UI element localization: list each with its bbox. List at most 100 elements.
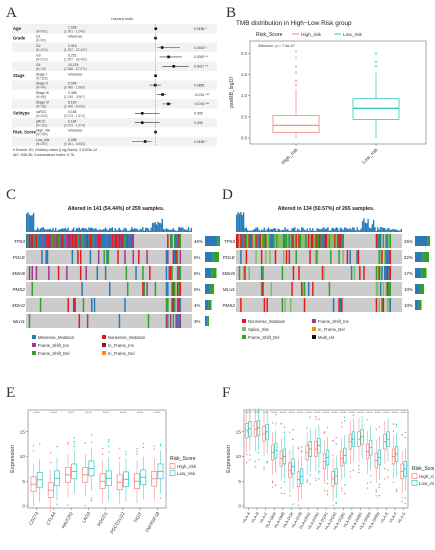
oncoplot-cell (313, 234, 315, 248)
oncoplot-top-bar (386, 228, 389, 232)
oncoplot-cell (124, 298, 126, 312)
oncoplot-top-bar (63, 228, 65, 232)
oncoplot-top-bar (313, 230, 315, 232)
oncoplot-cell (96, 234, 99, 248)
oncoplot-cell (56, 234, 58, 248)
oncoplot-cell (245, 250, 248, 264)
expr-outlier (271, 486, 274, 488)
expr-outlier (39, 443, 41, 445)
expr-outlier (90, 434, 93, 436)
forest-n-label: (N=49) (36, 86, 46, 90)
oncoplot-cell (384, 266, 386, 280)
oncoplot-top-bar (397, 230, 400, 232)
oncoplot-top-bar (96, 229, 98, 232)
oncoplot-top-bar (61, 228, 64, 232)
expr-xtick-label: TNFRSF18 (144, 511, 160, 534)
oncoplot-side-bar (205, 252, 213, 262)
oncoplot-top-bar (280, 230, 282, 232)
oncoplot-cell (125, 266, 128, 280)
forest-row-bg (12, 33, 217, 43)
oncoplot-cell (263, 234, 266, 248)
oncoplot-cell (289, 234, 292, 248)
expr-sig-label: **** (262, 410, 269, 415)
oncoplot-cell (255, 234, 257, 248)
oncoplot-top-bar (330, 230, 332, 232)
oncoplot-top-bar (164, 229, 166, 232)
expr-outlier (326, 482, 329, 485)
oncoplot-cell (296, 234, 299, 248)
oncoplot-gene-label: MLH1 (13, 319, 26, 324)
oncoplot-cell (299, 234, 302, 248)
oncoplot-cell (167, 298, 169, 312)
oncoplot-side-bar (205, 236, 218, 246)
oncoplot-pct-label: 3% (194, 319, 200, 324)
oncoplot-cell (260, 234, 263, 248)
oncoplot-top-bar (168, 229, 170, 232)
expr-outlier (283, 492, 286, 495)
forest-level-label: G2 (36, 44, 41, 48)
oncoplot-cell (357, 250, 360, 264)
oncoplot-cell (281, 298, 284, 312)
forest-point (160, 46, 164, 49)
oncoplot-top-bar (158, 222, 161, 232)
tmb-outlier (374, 60, 378, 64)
oncoplot-top-bar (38, 229, 40, 232)
oncoplot-top-bar (75, 227, 78, 232)
oncoplot-cell (32, 234, 35, 248)
oncoplot-top-bar (114, 228, 116, 232)
oncoplot-cell (252, 234, 255, 248)
expr-ytick-label: 15 (20, 429, 26, 435)
oncoplot-cell (179, 234, 182, 248)
oncoplot-cell (238, 234, 241, 248)
oncoplot-cell (96, 266, 99, 280)
oncoplot-cell (179, 282, 182, 296)
forest-point (167, 55, 170, 59)
oncoplot-row-bg (236, 282, 402, 296)
oncoplot-cell (332, 298, 335, 312)
oncoplot-cell (263, 298, 266, 312)
expr-xtick-label: CD274 (28, 511, 40, 526)
oncoplot-cell (89, 234, 92, 248)
forest-p-label: 0.005 (194, 121, 203, 125)
oncoplot-top-bar (400, 228, 402, 232)
oncoplot-cell (42, 234, 45, 248)
oncoplot-top-bar (100, 230, 103, 232)
panel-label-e: E (6, 385, 16, 401)
expr-outlier (289, 495, 291, 497)
oncoplot-cell (41, 250, 43, 264)
oncoplot-legend-label: Frame_Shift_Del (38, 351, 69, 356)
oncoplot-top-bar (395, 229, 397, 232)
oncoplot-cell (379, 282, 382, 296)
oncoplot-legend-swatch (312, 319, 316, 323)
oncoplot-top-bar (302, 227, 304, 232)
oncoplot-cell (77, 250, 79, 264)
oncoplot-cell (259, 234, 261, 248)
oncoplot-top-bar (115, 230, 118, 232)
oncoplot-cell (359, 266, 361, 280)
oncoplot-cell (167, 282, 169, 296)
oncoplot-pct-label: 8% (194, 255, 200, 260)
oncoplot-top-bar (131, 227, 133, 232)
oncoplot-cell (240, 298, 242, 312)
oncoplot-side-bar (421, 268, 427, 278)
oncoplot-cell (143, 282, 146, 296)
oncoplot-cell (303, 282, 306, 296)
oncoplot-gene-label: MSH2 (12, 303, 25, 308)
oncoplot-legend-label: In_Frame_Del (318, 327, 345, 332)
oncoplot-cell (67, 234, 69, 248)
expr-outlier (90, 441, 93, 443)
expr-outlier (32, 445, 35, 447)
oncoplot-legend-label: Nonsense_Mutation (248, 319, 286, 324)
expr-xtick-label: TIGIT (133, 511, 143, 524)
forest-point (167, 102, 170, 106)
expr-outlier (271, 480, 274, 483)
oncoplot-cell (75, 234, 78, 248)
oncoplot-top-bar (146, 227, 148, 232)
expr-outlier (254, 466, 257, 468)
oncoplot-top-bar (251, 230, 253, 232)
oncoplot-top-bar (278, 229, 281, 232)
oncoplot-cell (50, 234, 53, 248)
oncoplot-cell (309, 234, 311, 248)
tmb-outlier (294, 50, 298, 53)
oncoplot-cell (111, 234, 114, 248)
